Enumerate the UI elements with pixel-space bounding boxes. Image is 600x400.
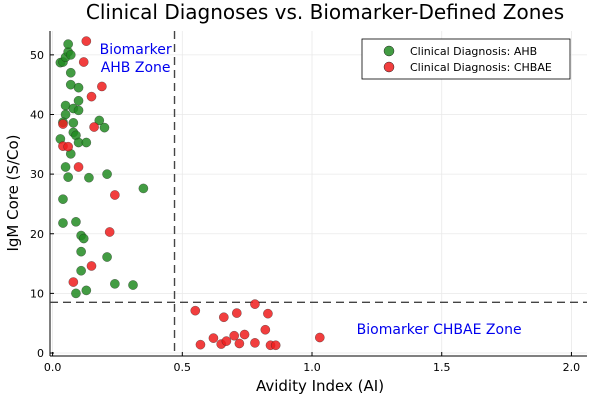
- data-point-clinical-diagnosis-chbae: [221, 336, 232, 346]
- data-point-clinical-diagnosis-chbae: [270, 340, 281, 351]
- zone-labels: Biomarker AHB Zone Biomarker CHBAE Zone: [100, 42, 522, 338]
- data-point-clinical-diagnosis-ahb: [65, 67, 76, 78]
- legend: Clinical Diagnosis: AHB Clinical Diagnosi…: [361, 38, 571, 80]
- data-point-clinical-diagnosis-ahb: [73, 82, 84, 93]
- data-point-clinical-diagnosis-ahb: [68, 117, 79, 128]
- data-point-clinical-diagnosis-chbae: [314, 332, 325, 343]
- data-point-clinical-diagnosis-chbae: [190, 305, 201, 316]
- data-point-clinical-diagnosis-ahb: [58, 218, 68, 228]
- data-point-clinical-diagnosis-ahb: [128, 280, 138, 290]
- zone-label: Biomarker CHBAE Zone: [357, 322, 522, 338]
- grid-lines: [50, 31, 587, 356]
- data-point-clinical-diagnosis-ahb: [63, 39, 74, 49]
- y-tick-label: 10: [30, 287, 44, 300]
- x-axis-ticks: 0.0 0.5 1.0 1.5 2.0: [44, 352, 580, 374]
- data-point-clinical-diagnosis-chbae: [63, 141, 74, 152]
- data-point-clinical-diagnosis-ahb: [73, 95, 84, 106]
- data-point-clinical-diagnosis-ahb: [71, 216, 81, 227]
- data-point-clinical-diagnosis-ahb: [58, 194, 68, 205]
- y-tick-label: 20: [30, 228, 44, 241]
- plot-frame: [49, 31, 587, 357]
- data-point-clinical-diagnosis-ahb: [110, 278, 120, 289]
- data-point-clinical-diagnosis-chbae: [73, 162, 84, 172]
- data-point-clinical-diagnosis-ahb: [73, 105, 84, 116]
- threshold-lines: [50, 31, 587, 356]
- data-point-clinical-diagnosis-chbae: [218, 312, 229, 323]
- data-point-clinical-diagnosis-ahb: [94, 115, 105, 126]
- y-tick-label: 0: [37, 347, 44, 360]
- data-point-clinical-diagnosis-ahb: [84, 172, 94, 183]
- zone-label: Biomarker: [100, 42, 172, 58]
- data-point-clinical-diagnosis-chbae: [208, 333, 219, 343]
- y-tick-label: 30: [30, 168, 44, 181]
- data-point-clinical-diagnosis-chbae: [86, 91, 97, 102]
- y-tick-label: 40: [30, 108, 44, 121]
- chart-title: Clinical Diagnoses vs. Biomarker-Defined…: [86, 0, 564, 24]
- data-point-clinical-diagnosis-chbae: [89, 122, 99, 132]
- legend-label: Clinical Diagnosis: CHBAE: [410, 61, 552, 74]
- data-point-clinical-diagnosis-chbae: [110, 190, 120, 200]
- data-point-clinical-diagnosis-chbae: [104, 227, 115, 237]
- data-point-clinical-diagnosis-ahb: [71, 288, 81, 299]
- data-point-clinical-diagnosis-chbae: [58, 119, 68, 129]
- data-point-clinical-diagnosis-ahb: [81, 137, 92, 148]
- data-point-clinical-diagnosis-chbae: [97, 81, 107, 92]
- data-point-clinical-diagnosis-ahb: [102, 252, 112, 262]
- y-axis-title: IgM Core (S/Co): [4, 134, 22, 251]
- data-point-clinical-diagnosis-ahb: [63, 172, 74, 182]
- data-point-clinical-diagnosis-chbae: [229, 330, 240, 341]
- x-tick-label: 2.0: [563, 361, 581, 374]
- data-point-clinical-diagnosis-chbae: [195, 339, 206, 350]
- x-tick-label: 1.5: [433, 361, 451, 374]
- data-point-clinical-diagnosis-chbae: [78, 57, 89, 67]
- data-point-clinical-diagnosis-ahb: [102, 169, 112, 179]
- legend-marker: [383, 45, 395, 57]
- data-point-clinical-diagnosis-ahb: [60, 162, 71, 172]
- data-point-clinical-diagnosis-ahb: [99, 122, 110, 133]
- legend-marker: [383, 61, 395, 73]
- data-point-clinical-diagnosis-chbae: [231, 308, 242, 318]
- data-point-clinical-diagnosis-chbae: [250, 338, 260, 348]
- data-point-clinical-diagnosis-chbae: [263, 308, 273, 319]
- data-point-clinical-diagnosis-chbae: [86, 261, 97, 271]
- y-tick-label: 50: [30, 49, 44, 62]
- x-tick-label: 1.0: [303, 361, 321, 374]
- data-point-clinical-diagnosis-chbae: [250, 299, 260, 309]
- data-point-clinical-diagnosis-chbae: [239, 329, 250, 340]
- x-tick-label: 0.5: [174, 361, 192, 374]
- x-axis-title: Avidity Index (AI): [256, 377, 384, 395]
- data-point-clinical-diagnosis-chbae: [81, 36, 92, 46]
- data-point-clinical-diagnosis-chbae: [234, 338, 245, 349]
- legend-label: Clinical Diagnosis: AHB: [410, 45, 537, 58]
- data-point-clinical-diagnosis-ahb: [76, 265, 86, 276]
- y-axis-ticks: 0 10 20 30 40 50: [30, 49, 54, 360]
- data-point-clinical-diagnosis-ahb: [76, 246, 86, 257]
- data-point-clinical-diagnosis-ahb: [138, 183, 149, 194]
- zone-label: AHB Zone: [101, 60, 171, 76]
- data-point-clinical-diagnosis-ahb: [78, 233, 89, 244]
- x-tick-label: 0.0: [44, 361, 62, 374]
- legend-box: [361, 38, 571, 80]
- data-point-clinical-diagnosis-chbae: [68, 277, 79, 287]
- data-point-clinical-diagnosis-chbae: [260, 324, 271, 335]
- data-points: [55, 36, 325, 351]
- data-point-clinical-diagnosis-ahb: [65, 50, 76, 60]
- data-point-clinical-diagnosis-ahb: [81, 285, 92, 296]
